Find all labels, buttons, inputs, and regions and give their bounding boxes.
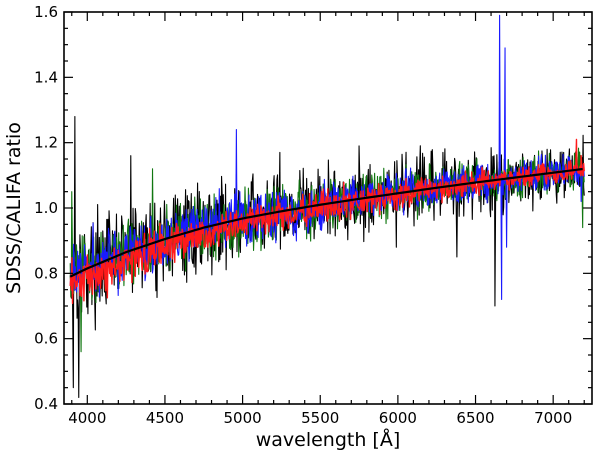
y-tick-label: 0.4 — [34, 395, 58, 413]
x-tick-label: 5500 — [301, 409, 339, 427]
y-tick-label: 1.4 — [34, 68, 58, 86]
y-tick-label: 0.8 — [34, 264, 58, 282]
x-tick-label: 6000 — [379, 409, 417, 427]
y-tick-label: 0.6 — [34, 330, 58, 348]
series-layer — [69, 14, 585, 399]
x-tick-label: 7000 — [534, 409, 572, 427]
series-red — [69, 138, 585, 305]
fit-layer — [69, 167, 583, 278]
x-tick-label: 4000 — [68, 409, 106, 427]
x-tick-label: 5000 — [223, 409, 261, 427]
y-tick-label: 1.2 — [34, 134, 58, 152]
fit-curve — [69, 167, 583, 278]
y-axis-title: SDSS/CALIFA ratio — [3, 122, 25, 294]
series-blue — [69, 14, 585, 301]
x-axis-title: wavelength [Å] — [256, 428, 401, 451]
tick-layer: 4000 4500 5000 5500 6000 6500 7000 0.4 0.6 0.8 1.0… — [34, 3, 592, 427]
y-tick-label: 1.6 — [34, 3, 58, 21]
y-tick-label: 1.0 — [34, 199, 58, 217]
x-tick-label: 6500 — [456, 409, 494, 427]
x-tick-label: 4500 — [146, 409, 184, 427]
